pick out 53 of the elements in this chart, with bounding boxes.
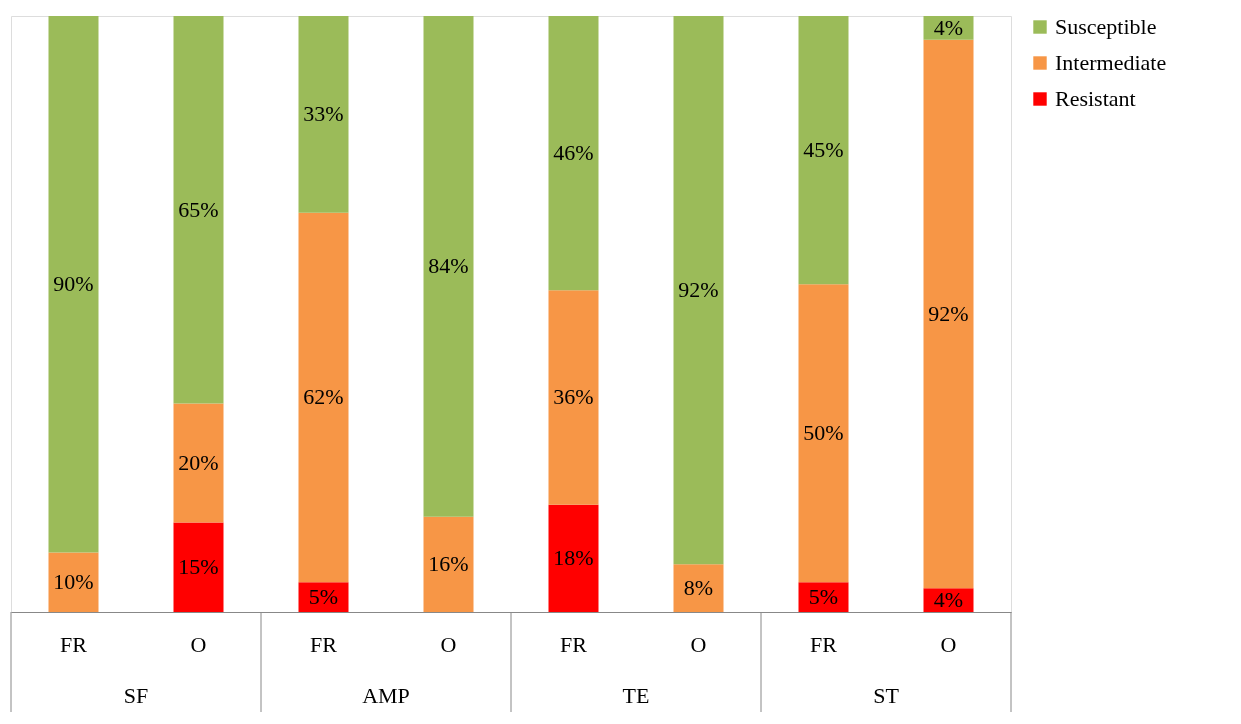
data-label: 33% [303, 101, 344, 127]
bar [48, 552, 99, 612]
data-label: 45% [803, 137, 844, 163]
data-label: 50% [803, 420, 844, 446]
data-label: 4% [933, 14, 964, 40]
x-tick-label: O [690, 631, 707, 657]
data-label: 65% [178, 196, 219, 222]
bar [923, 39, 974, 589]
bar [798, 16, 849, 285]
x-tick-label: FR [810, 631, 838, 657]
data-label: 8% [683, 575, 714, 601]
bar [173, 16, 224, 404]
data-label: 18% [553, 545, 594, 571]
bar [548, 504, 599, 612]
data-label: 46% [553, 140, 594, 166]
legend-label: Susceptible [1055, 14, 1157, 39]
bar [173, 522, 224, 612]
data-label: 4% [933, 587, 964, 613]
text: SF [123, 683, 149, 708]
text: TE [622, 683, 650, 708]
data-label: 62% [303, 384, 344, 410]
bar [423, 516, 474, 612]
data-label: 20% [178, 450, 219, 475]
text: ST [873, 683, 900, 708]
x-tick-label: O [440, 631, 457, 657]
x-tick-label: FR [560, 631, 588, 657]
bar [298, 16, 349, 213]
legend-label: Resistant [1055, 86, 1136, 111]
x-tick-label: O [190, 631, 207, 657]
x-tick-label: FR [60, 631, 88, 657]
bar [173, 403, 224, 523]
bar [798, 284, 849, 583]
x-tick-label: O [940, 631, 957, 657]
text: AMP [362, 683, 410, 708]
bar [48, 16, 99, 553]
bar [673, 16, 724, 565]
data-label: 5% [308, 584, 339, 610]
data-label: 84% [428, 253, 469, 279]
data-label: 10% [53, 569, 94, 595]
data-label: 90% [53, 271, 94, 297]
bar [673, 564, 724, 612]
x-tick-label: FR [310, 631, 338, 657]
data-label: 36% [553, 384, 594, 410]
data-label: 5% [808, 584, 839, 610]
data-label: 15% [178, 554, 219, 580]
data-label: 16% [428, 551, 469, 577]
legend-label: Intermediate [1055, 50, 1167, 75]
bar [548, 16, 599, 291]
bar [423, 16, 474, 517]
bar [548, 290, 599, 505]
data-label: 92% [678, 277, 719, 303]
bar [298, 212, 349, 583]
data-label: 92% [928, 301, 969, 326]
